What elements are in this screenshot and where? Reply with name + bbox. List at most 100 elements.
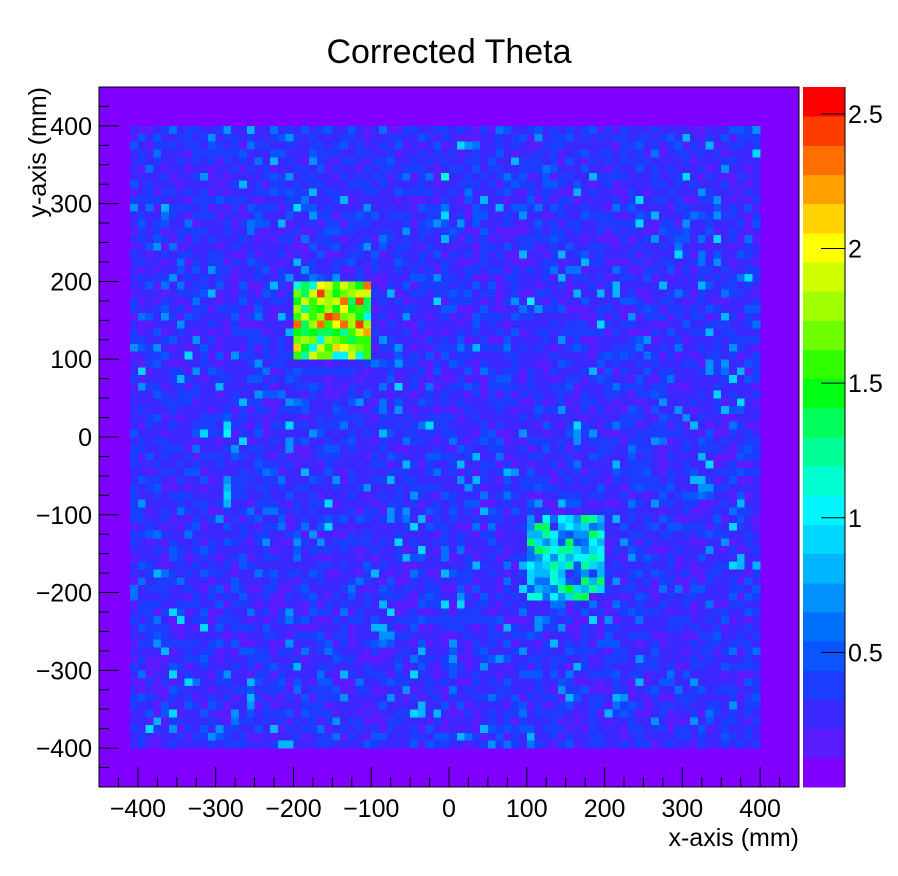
heatmap-cell <box>277 577 286 586</box>
heatmap-cell <box>130 685 139 694</box>
heatmap-cell <box>542 577 551 586</box>
heatmap-cell <box>130 491 139 500</box>
heatmap-cell <box>130 507 139 516</box>
heatmap-cell <box>519 211 528 220</box>
heatmap-cell <box>309 421 318 430</box>
heatmap-cell <box>246 724 255 733</box>
heatmap-cell <box>277 335 286 344</box>
heatmap-cell <box>262 398 271 407</box>
heatmap-cell <box>573 514 582 523</box>
heatmap-cell <box>363 561 372 570</box>
heatmap-cell <box>589 530 598 539</box>
heatmap-cell <box>130 421 139 430</box>
heatmap-cell <box>215 413 224 422</box>
heatmap-cell <box>589 234 598 243</box>
heatmap-cell <box>285 149 294 158</box>
heatmap-cell <box>480 258 489 267</box>
heatmap-cell <box>184 491 193 500</box>
heatmap-cell <box>301 320 310 329</box>
heatmap-cell <box>192 250 201 259</box>
heatmap-cell <box>565 662 574 671</box>
heatmap-cell <box>200 304 209 313</box>
heatmap-cell <box>487 623 496 632</box>
heatmap-cell <box>503 211 512 220</box>
heatmap-cell <box>480 654 489 663</box>
heatmap-cell <box>176 553 185 562</box>
heatmap-cell <box>223 483 232 492</box>
heatmap-cell <box>332 678 341 687</box>
heatmap-cell <box>425 250 434 259</box>
heatmap-cell <box>332 724 341 733</box>
heatmap-cell <box>223 647 232 656</box>
heatmap-cell <box>355 452 364 461</box>
heatmap-cell <box>200 507 209 516</box>
heatmap-cell <box>231 561 240 570</box>
heatmap-cell <box>472 709 481 718</box>
heatmap-cell <box>386 514 395 523</box>
heatmap-cell <box>184 289 193 298</box>
heatmap-cell <box>215 219 224 228</box>
heatmap-cell <box>410 460 419 469</box>
heatmap-cell <box>425 670 434 679</box>
heatmap-cell <box>270 195 279 204</box>
heatmap-cell <box>456 359 465 368</box>
heatmap-cell <box>449 530 458 539</box>
heatmap-cell <box>301 188 310 197</box>
heatmap-cell <box>487 227 496 236</box>
heatmap-cell <box>332 133 341 142</box>
heatmap-cell <box>293 631 302 640</box>
heatmap-cell <box>511 507 520 516</box>
heatmap-cell <box>573 475 582 484</box>
heatmap-cell <box>386 662 395 671</box>
heatmap-cell <box>184 670 193 679</box>
heatmap-cell <box>425 125 434 134</box>
heatmap-cell <box>589 483 598 492</box>
heatmap-cell <box>355 335 364 344</box>
heatmap-cell <box>472 250 481 259</box>
heatmap-cell <box>441 623 450 632</box>
heatmap-cell <box>550 608 559 617</box>
heatmap-cell <box>402 678 411 687</box>
heatmap-cell <box>410 164 419 173</box>
heatmap-cell <box>285 141 294 150</box>
heatmap-cell <box>137 367 146 376</box>
heatmap-cell <box>480 545 489 554</box>
heatmap-cell <box>379 390 388 399</box>
heatmap-cell <box>487 693 496 702</box>
heatmap-cell <box>277 421 286 430</box>
heatmap-cell <box>246 475 255 484</box>
heatmap-cell <box>246 639 255 648</box>
heatmap-cell <box>472 631 481 640</box>
heatmap-cell <box>386 429 395 438</box>
heatmap-cell <box>169 740 178 749</box>
heatmap-cell <box>176 475 185 484</box>
heatmap-cell <box>612 561 621 570</box>
heatmap-cell <box>161 367 170 376</box>
heatmap-cell <box>425 662 434 671</box>
heatmap-cell <box>192 514 201 523</box>
heatmap-cell <box>472 320 481 329</box>
heatmap-cell <box>301 141 310 150</box>
heatmap-cell <box>534 335 543 344</box>
heatmap-cell <box>449 701 458 710</box>
heatmap-cell <box>355 600 364 609</box>
heatmap-cell <box>550 258 559 267</box>
heatmap-cell <box>130 437 139 446</box>
heatmap-cell <box>355 623 364 632</box>
heatmap-cell <box>573 600 582 609</box>
heatmap-cell <box>270 639 279 648</box>
heatmap-cell <box>285 670 294 679</box>
heatmap-cell <box>464 413 473 422</box>
heatmap-cell <box>449 460 458 469</box>
heatmap-cell <box>161 678 170 687</box>
heatmap-cell <box>487 304 496 313</box>
heatmap-cell <box>425 335 434 344</box>
heatmap-cell <box>363 615 372 624</box>
heatmap-cell <box>487 499 496 508</box>
heatmap-cell <box>277 180 286 189</box>
heatmap-cell <box>200 195 209 204</box>
heatmap-cell <box>386 390 395 399</box>
heatmap-cell <box>519 685 528 694</box>
heatmap-cell <box>464 592 473 601</box>
heatmap-cell <box>215 172 224 181</box>
